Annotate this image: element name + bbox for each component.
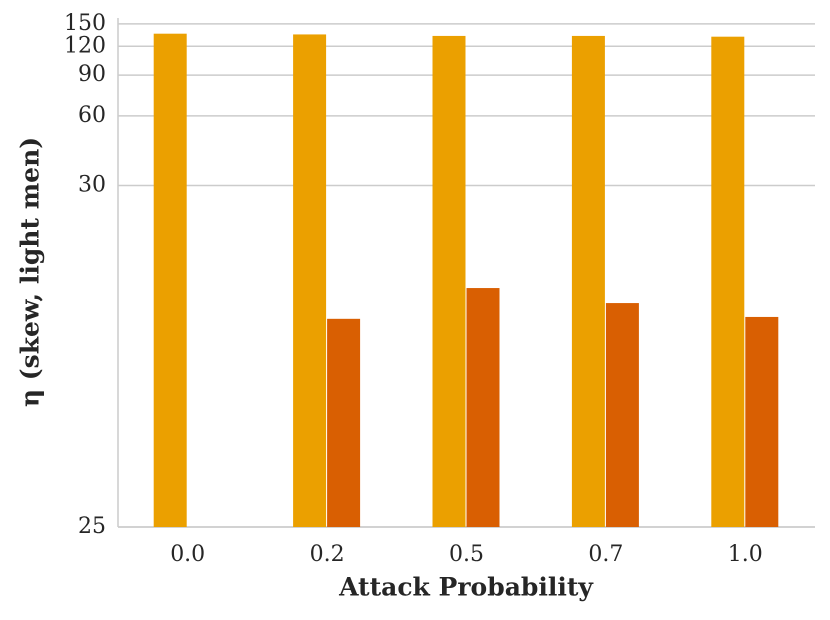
y-tick-label: 120 [64,33,106,58]
y-tick-label: 25 [78,514,106,539]
bar [327,318,361,527]
bar [711,36,745,527]
x-tick-label: 0.2 [310,542,345,567]
x-tick-label: 0.7 [588,542,623,567]
y-tick-label: 30 [78,172,106,197]
bar [745,316,779,527]
bar [153,33,187,527]
y-tick-label: 60 [78,103,106,128]
y-tick-label: 150 [64,11,106,36]
bar [605,303,639,527]
bar [571,35,605,528]
bar [466,288,500,527]
bar [432,35,466,528]
bar [293,34,327,528]
x-tick-label: 0.0 [170,542,205,567]
y-tick-label: 90 [78,62,106,87]
x-tick-label: 0.5 [449,542,484,567]
x-tick-label: 1.0 [728,542,763,567]
y-axis-title: η (skew, light men) [16,137,45,407]
x-axis-title: Attack Probability [338,573,594,602]
